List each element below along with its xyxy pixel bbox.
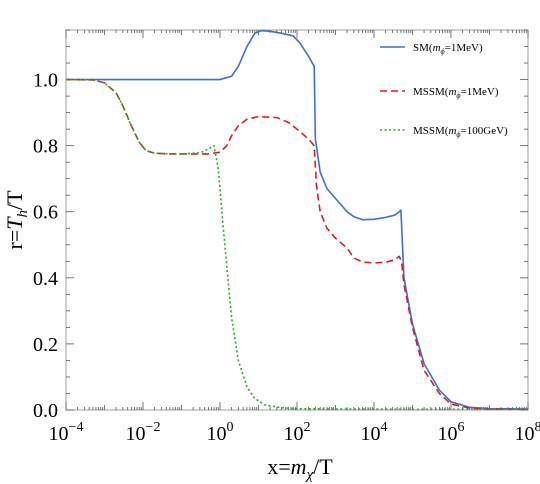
x-tick-label: 104 <box>361 420 388 445</box>
y-tick-label: 0.6 <box>33 202 58 224</box>
series-line-3 <box>66 78 528 410</box>
y-tick-label: 0.0 <box>33 400 58 422</box>
legend-label-3: MSSM(mϕ=100GeV) <box>413 125 508 139</box>
y-tick-label: 1.0 <box>33 70 58 92</box>
x-tick-label: 102 <box>284 420 311 445</box>
series-lines <box>66 30 528 410</box>
x-tick-label: 106 <box>438 420 465 445</box>
x-tick-label: 100 <box>207 420 234 445</box>
x-tick-label: 108 <box>515 420 540 445</box>
x-axis-label: x=mχ/T <box>267 454 333 483</box>
axis-ticks: 10−4 10−2 100 102 104 106 108 0.0 0.2 0.4 0.6 0.8 1.… <box>33 29 540 445</box>
series-line-1 <box>66 30 528 410</box>
plot-frame <box>65 29 529 411</box>
legend: SM(mϕ=1MeV) MSSM(mϕ=1MeV) MSSM(mϕ=100GeV) <box>380 42 508 139</box>
x-tick-label: 10−2 <box>126 420 161 445</box>
y-tick-label: 0.2 <box>33 334 58 356</box>
y-axis-label: r=Th/T <box>2 190 31 250</box>
legend-label-2: MSSM(mϕ=1MeV) <box>413 86 499 100</box>
y-tick-label: 0.4 <box>33 268 58 290</box>
axis-labels: x=mχ/T r=Th/T <box>2 190 333 483</box>
x-tick-label: 10−4 <box>49 420 84 445</box>
y-tick-label: 0.8 <box>33 136 58 158</box>
legend-label-1: SM(mϕ=1MeV) <box>413 42 483 56</box>
